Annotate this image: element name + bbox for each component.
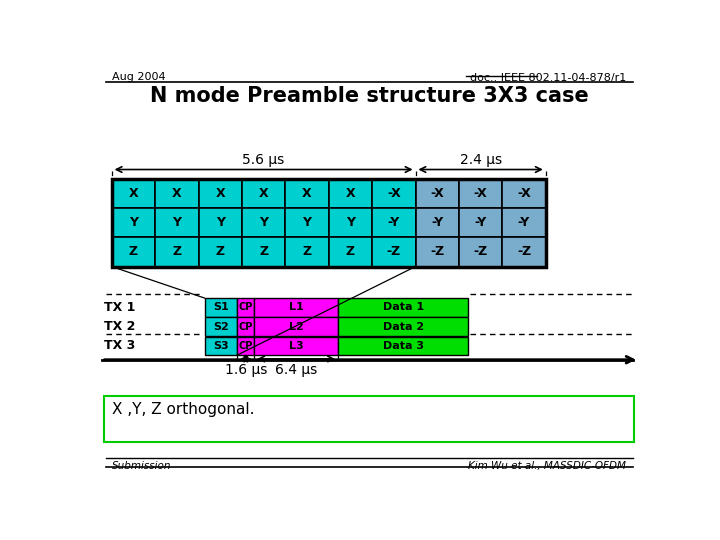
Text: -Z: -Z bbox=[474, 245, 487, 259]
Bar bbox=[199, 208, 242, 237]
Text: Z: Z bbox=[259, 245, 268, 259]
Bar bbox=[372, 237, 415, 267]
Bar bbox=[199, 179, 242, 208]
Text: Submission: Submission bbox=[112, 461, 171, 470]
Text: L3: L3 bbox=[289, 341, 303, 351]
Text: 1.6 μs: 1.6 μs bbox=[225, 363, 267, 377]
Bar bbox=[338, 336, 468, 355]
Bar bbox=[415, 237, 459, 267]
Text: Z: Z bbox=[346, 245, 355, 259]
Text: -X: -X bbox=[517, 187, 531, 200]
Text: TX 3: TX 3 bbox=[104, 339, 135, 353]
Bar bbox=[204, 318, 238, 336]
Text: X: X bbox=[302, 187, 312, 200]
Bar bbox=[112, 237, 155, 267]
Text: -Y: -Y bbox=[474, 216, 487, 229]
Text: N mode Preamble structure 3X3 case: N mode Preamble structure 3X3 case bbox=[150, 86, 588, 106]
Text: S2: S2 bbox=[213, 322, 229, 332]
Text: -Y: -Y bbox=[518, 216, 530, 229]
Bar bbox=[238, 336, 254, 355]
Text: CP: CP bbox=[238, 322, 253, 332]
Bar bbox=[338, 318, 468, 336]
Text: Z: Z bbox=[129, 245, 138, 259]
Text: TX 1: TX 1 bbox=[104, 301, 135, 314]
Bar bbox=[204, 298, 238, 316]
Bar bbox=[285, 179, 329, 208]
Text: S1: S1 bbox=[213, 302, 229, 312]
Text: -X: -X bbox=[474, 187, 487, 200]
Text: Data 3: Data 3 bbox=[382, 341, 423, 351]
Bar bbox=[503, 208, 546, 237]
Text: X: X bbox=[258, 187, 269, 200]
Bar bbox=[254, 318, 338, 336]
Bar bbox=[329, 237, 372, 267]
Bar bbox=[155, 237, 199, 267]
Text: Y: Y bbox=[216, 216, 225, 229]
Bar bbox=[459, 237, 503, 267]
Text: L2: L2 bbox=[289, 322, 304, 332]
Text: L1: L1 bbox=[289, 302, 304, 312]
Bar bbox=[242, 208, 285, 237]
Text: -Z: -Z bbox=[387, 245, 401, 259]
Text: -Y: -Y bbox=[387, 216, 400, 229]
Bar bbox=[254, 298, 338, 316]
Text: CP: CP bbox=[238, 302, 253, 312]
Text: -Z: -Z bbox=[517, 245, 531, 259]
Text: Z: Z bbox=[215, 245, 225, 259]
Text: -X: -X bbox=[431, 187, 444, 200]
Bar bbox=[285, 237, 329, 267]
Bar bbox=[199, 237, 242, 267]
Bar bbox=[415, 179, 459, 208]
Bar bbox=[338, 298, 468, 316]
Bar bbox=[112, 208, 155, 237]
Text: S3: S3 bbox=[213, 341, 229, 351]
Bar bbox=[415, 208, 459, 237]
Text: -Z: -Z bbox=[430, 245, 444, 259]
Bar bbox=[329, 179, 372, 208]
Text: Data 2: Data 2 bbox=[382, 322, 423, 332]
Bar bbox=[155, 208, 199, 237]
Text: Y: Y bbox=[129, 216, 138, 229]
Text: 2.4 μs: 2.4 μs bbox=[459, 153, 502, 167]
Bar bbox=[459, 179, 503, 208]
Text: Z: Z bbox=[302, 245, 312, 259]
Text: 5.6 μs: 5.6 μs bbox=[243, 153, 284, 167]
Text: X: X bbox=[215, 187, 225, 200]
Text: X: X bbox=[129, 187, 138, 200]
Text: CP: CP bbox=[238, 341, 253, 351]
Bar bbox=[329, 208, 372, 237]
Bar bbox=[238, 298, 254, 316]
Bar bbox=[372, 179, 415, 208]
Text: 6.4 μs: 6.4 μs bbox=[275, 363, 318, 377]
Text: -Y: -Y bbox=[431, 216, 444, 229]
Text: Y: Y bbox=[172, 216, 181, 229]
Text: X ,Y, Z orthogonal.: X ,Y, Z orthogonal. bbox=[112, 402, 254, 417]
Text: Aug 2004: Aug 2004 bbox=[112, 72, 166, 83]
Text: Kim Wu et al., MASSDIC-OFDM: Kim Wu et al., MASSDIC-OFDM bbox=[468, 461, 626, 470]
Text: Y: Y bbox=[259, 216, 268, 229]
Bar bbox=[372, 208, 415, 237]
Bar bbox=[242, 179, 285, 208]
Bar bbox=[155, 179, 199, 208]
Bar bbox=[238, 318, 254, 336]
Bar bbox=[254, 336, 338, 355]
Bar bbox=[242, 237, 285, 267]
Text: X: X bbox=[346, 187, 355, 200]
Text: doc.: IEEE 802.11-04-878/r1: doc.: IEEE 802.11-04-878/r1 bbox=[470, 72, 626, 83]
Text: Z: Z bbox=[172, 245, 181, 259]
Bar bbox=[459, 208, 503, 237]
Bar bbox=[285, 208, 329, 237]
Text: Y: Y bbox=[346, 216, 355, 229]
Bar bbox=[104, 396, 634, 442]
Text: X: X bbox=[172, 187, 181, 200]
Text: TX 2: TX 2 bbox=[104, 320, 135, 333]
Bar bbox=[503, 179, 546, 208]
Bar bbox=[112, 179, 155, 208]
Text: -X: -X bbox=[387, 187, 400, 200]
Bar bbox=[112, 179, 546, 267]
Bar bbox=[204, 336, 238, 355]
Bar bbox=[503, 237, 546, 267]
Text: Y: Y bbox=[302, 216, 312, 229]
Text: Data 1: Data 1 bbox=[382, 302, 423, 312]
